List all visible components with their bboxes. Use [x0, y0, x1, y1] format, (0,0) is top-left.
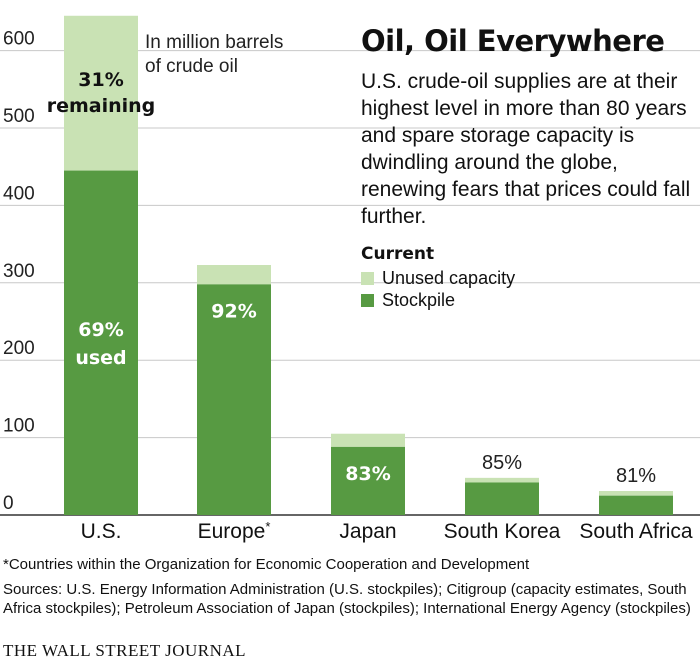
legend-swatch-stockpile — [361, 293, 374, 307]
bar-stockpile-4 — [599, 495, 673, 515]
bar-label-pct-0: 69% — [78, 319, 123, 341]
bar-stockpile-2 — [331, 446, 405, 515]
masthead: THE WALL STREET JOURNAL — [3, 641, 247, 660]
legend-label-unused: Unused capacity — [382, 267, 516, 288]
chart-title: Oil, Oil Everywhere — [361, 24, 665, 58]
legend-item-stockpile: Stockpile — [361, 289, 515, 311]
unit-note-line1: In million barrels — [145, 32, 283, 53]
legend-swatch-unused — [361, 271, 374, 285]
bar-stockpile-1 — [197, 284, 271, 515]
legend-title: Current — [361, 244, 435, 264]
bar-unused-0 — [64, 15, 138, 171]
y-tick-0: 0 — [3, 493, 14, 514]
bar-chart: 0 100 200 300 400 500 600 69% used 31% remaining 9… — [0, 15, 700, 543]
y-tick-200: 200 — [3, 338, 35, 359]
legend-item-unused: Unused capacity — [361, 267, 515, 289]
unit-note-line2: of crude oil — [145, 56, 238, 77]
bar-stockpile-0 — [64, 170, 138, 515]
x-category-1: Europe* — [198, 519, 271, 543]
bar-labels: 69% used 31% remaining 92% 83% 85% 81% — [47, 69, 657, 487]
y-tick-600: 600 — [3, 29, 35, 50]
bar-label-remaining: remaining — [47, 95, 156, 117]
legend-label-stockpile: Stockpile — [382, 289, 456, 310]
x-axis-categories: U.S. Europe* Japan South Korea South Africa — [81, 519, 693, 543]
bar-label-pct-2: 83% — [345, 463, 390, 485]
bar-unused-4 — [599, 491, 673, 496]
y-tick-500: 500 — [3, 106, 35, 127]
bar-label-pct-4: 81% — [616, 465, 656, 487]
bar-label-pct-3: 85% — [482, 452, 522, 474]
footnote: *Countries within the Organization for E… — [3, 556, 530, 573]
y-tick-100: 100 — [3, 416, 35, 437]
x-category-3: South Korea — [444, 520, 561, 543]
x-category-2: Japan — [339, 520, 396, 543]
chart-subtitle: U.S. crude-oil supplies are at their hig… — [361, 70, 691, 228]
bars — [64, 15, 673, 515]
bar-unused-1 — [197, 264, 271, 285]
bar-unused-3 — [465, 477, 539, 483]
x-category-0: U.S. — [81, 520, 122, 543]
bar-label-used: used — [75, 347, 126, 369]
bar-unused-2 — [331, 433, 405, 447]
y-tick-300: 300 — [3, 261, 35, 282]
bar-stockpile-3 — [465, 482, 539, 515]
y-tick-400: 400 — [3, 183, 35, 204]
y-axis-ticks: 0 100 200 300 400 500 600 — [3, 29, 35, 514]
sources: Sources: U.S. Energy Information Adminis… — [3, 581, 691, 617]
legend: Current Unused capacity Stockpile — [361, 244, 515, 311]
bar-label-remaining-pct: 31% — [78, 69, 123, 91]
bar-label-pct-1: 92% — [211, 300, 256, 322]
x-category-4: South Africa — [579, 520, 693, 543]
